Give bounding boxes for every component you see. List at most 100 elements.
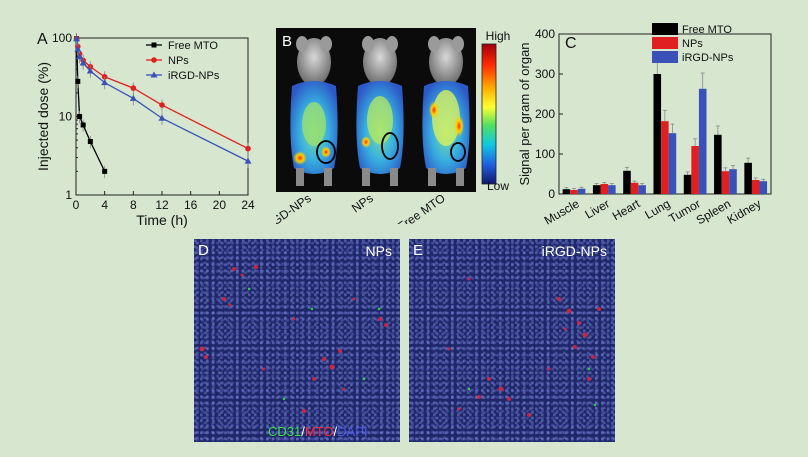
legend-label: NPs xyxy=(168,55,189,67)
data-point xyxy=(245,145,251,152)
stain-dapi: DAPI xyxy=(337,424,368,439)
panel-d-label: D xyxy=(198,242,209,259)
bar-iRGD-NPs-Tumor xyxy=(698,88,707,194)
category-label: Heart xyxy=(610,196,643,223)
legend-label: iRGD-NPs xyxy=(682,52,734,64)
data-point xyxy=(101,79,109,86)
data-point xyxy=(79,59,87,66)
panel-e-tag: iRGD-NPs xyxy=(541,243,607,259)
bar-NPs-Muscle xyxy=(570,190,578,194)
data-point xyxy=(158,114,166,121)
mto-signal-e xyxy=(447,277,601,417)
bar-Free MTO-Tumor xyxy=(683,174,692,194)
panel-a: A 0 4 8 12 16 20 24 1 10 100 Time (h) Injected dose… xyxy=(0,0,262,240)
bar-Free MTO-Lung xyxy=(653,74,662,194)
legend-label: NPs xyxy=(682,38,703,50)
y-tick-label: 0 xyxy=(548,187,555,201)
data-point xyxy=(130,85,137,91)
mouse-free-mto xyxy=(422,36,470,186)
legend-swatch xyxy=(652,37,678,49)
x-axis-label: Time (h) xyxy=(136,212,188,228)
y-tick-label: 300 xyxy=(535,67,555,81)
bar-NPs-Kidney xyxy=(751,180,760,194)
legend-label: Free MTO xyxy=(168,40,218,52)
data-point xyxy=(80,122,86,128)
data-point xyxy=(87,139,93,145)
stain-cd31: CD31 xyxy=(268,424,302,439)
stain-mto: MTO xyxy=(304,424,334,439)
mouse-label-free-mto: Free MTO xyxy=(395,191,448,224)
category-label: Liver xyxy=(582,196,612,221)
bar-iRGD-NPs-Spleen xyxy=(729,169,737,194)
bar-NPs-Spleen xyxy=(721,171,730,194)
y-tick-label: 200 xyxy=(535,107,555,121)
bar-Free MTO-Muscle xyxy=(562,189,571,194)
y-tick-label: 100 xyxy=(535,147,555,161)
mouse-label-nps: NPs xyxy=(349,191,376,215)
data-point xyxy=(74,45,82,52)
bar-iRGD-NPs-Lung xyxy=(668,133,677,194)
bar-Free MTO-Heart xyxy=(623,170,631,194)
data-point xyxy=(102,168,108,174)
panel-e-label: E xyxy=(413,242,424,259)
x-tick-label: 24 xyxy=(241,198,255,212)
legend-swatch xyxy=(652,51,678,63)
panel-e-micrograph: E iRGD-NPs xyxy=(409,239,615,442)
x-tick-label: 20 xyxy=(213,198,227,212)
legend-label: Free MTO xyxy=(682,24,732,36)
bar-NPs-Tumor xyxy=(691,146,699,194)
x-tick-label: 4 xyxy=(101,198,108,212)
x-tick-label: 8 xyxy=(130,198,137,212)
panel-c: 0 100 200 300 400 Signal per gram of organ C Mu… xyxy=(512,0,782,240)
y-axis-label: Injected dose (%) xyxy=(35,62,51,171)
category-label: Kidney xyxy=(725,196,764,226)
data-point xyxy=(129,94,137,101)
data-point xyxy=(75,78,81,84)
category-label: Muscle xyxy=(542,196,582,227)
fluorescence-imaging: B xyxy=(276,28,511,224)
panel-a-label: A xyxy=(37,31,48,48)
pharmacokinetics-chart: 0 4 8 12 16 20 24 1 10 100 Time (h) Injected dose (… xyxy=(35,31,255,228)
bar-iRGD-NPs-Kidney xyxy=(759,181,768,194)
mouse-nps xyxy=(356,36,404,186)
intensity-colorbar xyxy=(481,43,497,185)
stain-slash-2: / xyxy=(333,424,338,439)
tumor-circle xyxy=(381,132,399,160)
series-line-Free MTO xyxy=(75,38,106,172)
bar-NPs-Heart xyxy=(630,182,639,194)
legend-label: iRGD-NPs xyxy=(168,70,220,82)
tumor-circle xyxy=(450,142,466,162)
data-point xyxy=(244,157,252,164)
mto-signal-d xyxy=(199,265,388,413)
stain-slash-1: / xyxy=(301,424,305,439)
legend-marker xyxy=(151,42,157,48)
panel-d-micrograph: D NPs CD31/MTO/DAPI xyxy=(194,239,400,442)
bar-Free MTO-Liver xyxy=(592,185,601,194)
bar-NPs-Liver xyxy=(600,184,609,194)
bar-Free MTO-Kidney xyxy=(744,162,752,194)
bar-Free MTO-Spleen xyxy=(714,134,722,194)
x-tick-label: 0 xyxy=(73,198,80,212)
y-tick-label: 100 xyxy=(52,31,72,45)
y-tick-label: 1 xyxy=(65,188,72,202)
data-point xyxy=(73,35,81,42)
y-tick-label: 10 xyxy=(59,110,73,124)
panel-c-label: C xyxy=(565,35,577,52)
bar-iRGD-NPs-Liver xyxy=(608,185,616,194)
series-line-NPs xyxy=(75,38,249,150)
category-label: Spleen xyxy=(694,196,733,227)
data-point xyxy=(86,67,94,74)
legend-swatch xyxy=(652,23,678,35)
bar-iRGD-NPs-Muscle xyxy=(577,188,586,194)
data-point xyxy=(101,74,108,80)
scale-low-label: Low xyxy=(487,179,509,193)
x-tick-label: 16 xyxy=(184,198,198,212)
data-point xyxy=(77,114,83,119)
panel-b: B xyxy=(276,28,518,224)
scale-high-label: High xyxy=(486,29,511,43)
mouse-label-irgd-nps: iRGD-NPs xyxy=(276,191,314,224)
bar-iRGD-NPs-Heart xyxy=(638,185,646,194)
panel-b-label: B xyxy=(282,33,292,50)
stain-legend: CD31/MTO/DAPI xyxy=(268,424,368,439)
bar-NPs-Lung xyxy=(661,121,669,194)
